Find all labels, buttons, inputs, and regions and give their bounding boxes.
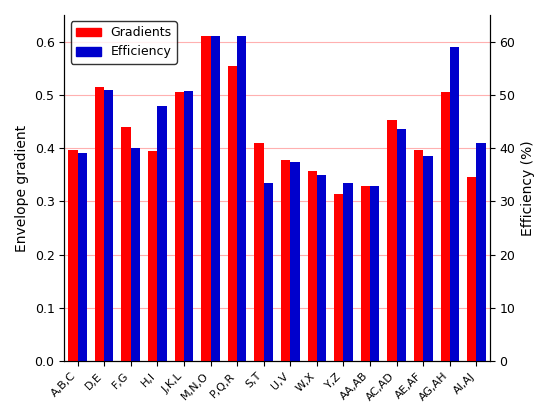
Bar <box>307 171 317 361</box>
Bar <box>184 91 193 361</box>
Bar <box>122 127 131 361</box>
Bar <box>237 36 246 361</box>
Bar <box>414 150 424 361</box>
Bar <box>387 120 397 361</box>
Bar <box>255 143 263 361</box>
Bar <box>95 87 104 361</box>
Legend: Gradients, Efficiency: Gradients, Efficiency <box>70 21 177 64</box>
Bar <box>228 66 237 361</box>
Bar <box>424 156 432 361</box>
Bar <box>334 194 344 361</box>
Bar <box>148 151 157 361</box>
Bar <box>175 92 184 361</box>
Bar <box>397 130 406 361</box>
Bar <box>476 143 486 361</box>
Bar <box>281 161 290 361</box>
Bar <box>201 36 211 361</box>
Bar <box>211 36 220 361</box>
Bar <box>104 89 113 361</box>
Y-axis label: Efficiency (%): Efficiency (%) <box>521 140 535 236</box>
Bar <box>317 175 326 361</box>
Bar <box>370 186 380 361</box>
Bar <box>450 47 459 361</box>
Y-axis label: Envelope gradient: Envelope gradient <box>15 125 29 252</box>
Bar <box>68 150 78 361</box>
Bar <box>263 183 273 361</box>
Bar <box>361 186 370 361</box>
Bar <box>78 153 87 361</box>
Bar <box>290 163 300 361</box>
Bar <box>344 183 353 361</box>
Bar <box>131 148 140 361</box>
Bar <box>467 177 476 361</box>
Bar <box>157 105 167 361</box>
Bar <box>441 92 450 361</box>
